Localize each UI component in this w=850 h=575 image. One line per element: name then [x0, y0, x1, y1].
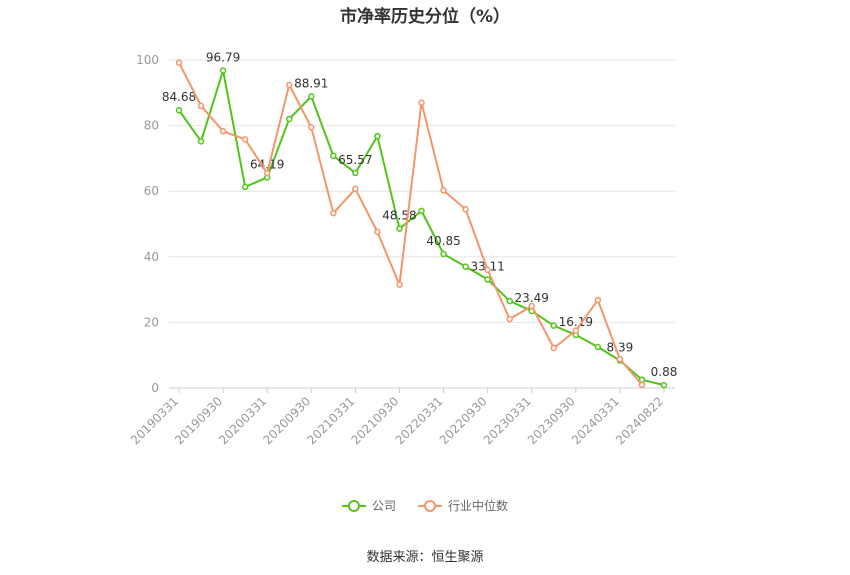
line-chart: 0204060801002019033120190930202003312020… — [128, 51, 678, 448]
y-tick-label: 40 — [144, 250, 159, 264]
data-point — [330, 152, 337, 160]
data-point — [352, 169, 359, 177]
data-point — [175, 106, 183, 114]
data-label: 40.85 — [426, 234, 460, 248]
data-point — [219, 67, 227, 74]
data-point — [462, 263, 469, 270]
data-point — [308, 123, 315, 131]
data-point — [396, 281, 403, 288]
legend-company-swatch — [341, 499, 366, 513]
data-point — [374, 228, 381, 236]
data-point — [440, 187, 447, 194]
legend: 公司 行业中位数 — [0, 497, 850, 514]
y-tick-label: 20 — [144, 315, 159, 329]
data-point — [418, 99, 425, 106]
data-point — [638, 381, 646, 388]
data-point — [285, 115, 293, 123]
data-point — [484, 266, 491, 274]
data-point — [528, 302, 535, 310]
legend-item-company[interactable]: 公司 — [341, 497, 396, 514]
data-point — [308, 93, 315, 100]
data-point — [484, 276, 491, 283]
data-label: 84.68 — [162, 90, 196, 104]
data-point — [396, 225, 403, 232]
data-point — [550, 322, 558, 329]
data-point — [594, 343, 602, 351]
data-point — [219, 127, 227, 135]
data-point — [197, 138, 205, 145]
y-tick-label: 0 — [151, 381, 159, 395]
series-line-1 — [178, 62, 643, 386]
y-tick-label: 60 — [144, 184, 159, 198]
data-label: 65.57 — [338, 153, 372, 167]
data-point — [660, 381, 668, 389]
data-point — [285, 81, 293, 89]
data-point — [374, 132, 381, 140]
legend-item-industry[interactable]: 行业中位数 — [418, 497, 508, 514]
data-source: 数据来源：恒生聚源 — [366, 550, 484, 565]
data-point — [263, 169, 271, 177]
data-label: 23.49 — [515, 291, 549, 305]
data-label: 16.19 — [559, 315, 593, 329]
data-point — [352, 185, 359, 193]
x-tick-label: 20240822 — [613, 394, 666, 447]
data-point — [175, 59, 183, 66]
data-point — [241, 183, 249, 191]
data-label: 96.79 — [206, 51, 240, 65]
data-label: 48.58 — [382, 209, 416, 223]
legend-industry-label: 行业中位数 — [448, 499, 509, 513]
data-label: 88.91 — [294, 76, 328, 90]
data-label: 33.11 — [470, 259, 504, 273]
data-point — [418, 207, 425, 215]
data-point — [550, 344, 558, 352]
data-point — [506, 297, 513, 305]
data-point — [330, 209, 337, 217]
data-label: 0.88 — [651, 365, 678, 379]
data-point — [241, 136, 249, 143]
data-point — [594, 296, 602, 304]
series-line-0 — [178, 69, 665, 387]
legend-industry-swatch — [418, 499, 442, 513]
data-point — [572, 327, 580, 334]
chart-title: 市净率历史分位（%） — [339, 7, 511, 27]
data-point — [506, 315, 513, 323]
data-point — [197, 102, 205, 110]
data-point — [462, 205, 469, 213]
legend-company-label: 公司 — [371, 499, 396, 513]
data-point — [440, 250, 447, 258]
data-point — [616, 355, 624, 363]
data-label: 8.39 — [607, 340, 634, 354]
y-tick-label: 100 — [136, 53, 159, 67]
y-tick-label: 80 — [144, 119, 159, 133]
